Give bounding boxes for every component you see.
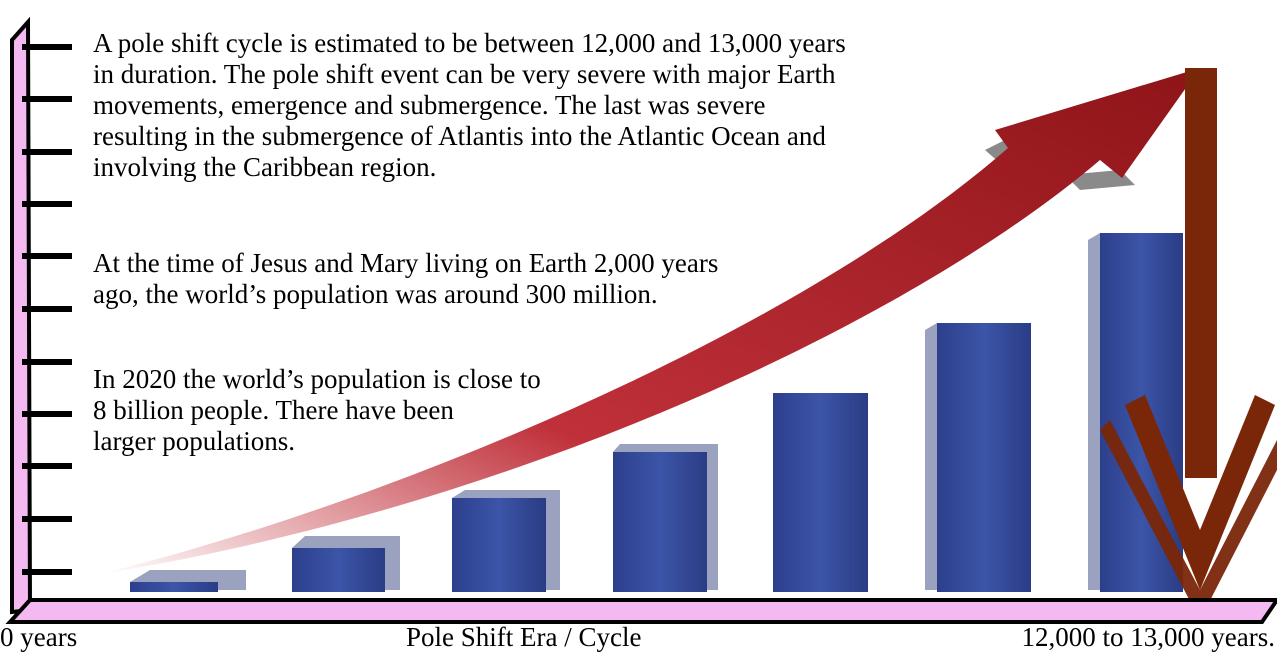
- paragraph-line: in duration. The pole shift event can be…: [93, 59, 836, 89]
- infographic: A pole shift cycle is estimated to be be…: [0, 0, 1277, 655]
- axis-center-label: Pole Shift Era / Cycle: [406, 622, 641, 652]
- paragraph-line: At the time of Jesus and Mary living on …: [93, 248, 718, 278]
- paragraph-line: A pole shift cycle is estimated to be be…: [93, 28, 846, 58]
- y-axis: [12, 22, 72, 612]
- paragraph-line: movements, emergence and submergence. Th…: [93, 90, 766, 120]
- paragraph-line: resulting in the submergence of Atlantis…: [93, 121, 826, 151]
- x-axis: [10, 600, 1277, 622]
- paragraph-line: 8 billion people. There have been: [93, 395, 454, 425]
- axis-start-label: 0 years: [0, 622, 77, 652]
- paragraph-line: involving the Caribbean region.: [93, 152, 436, 182]
- text-block: A pole shift cycle is estimated to be be…: [93, 28, 846, 456]
- axis-end-label: 12,000 to 13,000 years.: [1022, 622, 1275, 652]
- paragraph-line: larger populations.: [93, 426, 295, 456]
- paragraph-line: In 2020 the world’s population is close …: [93, 364, 541, 394]
- paragraph-line: ago, the world’s population was around 3…: [93, 279, 658, 309]
